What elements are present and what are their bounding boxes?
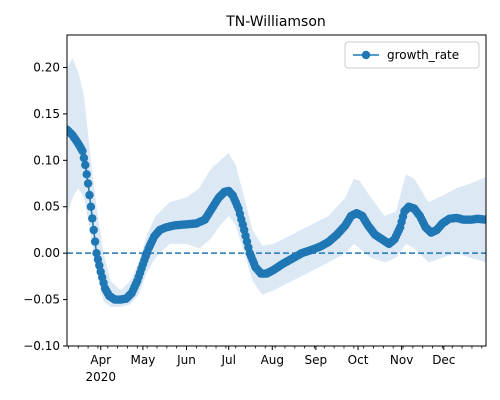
confidence-band [67, 58, 486, 308]
legend-marker-swatch [361, 50, 371, 60]
y-tick-label: 0.15 [33, 107, 60, 121]
legend: growth_rate [344, 41, 480, 69]
growth-rate-point [86, 202, 96, 211]
x-tick-label: May [131, 353, 156, 367]
x-tick-label: Jun [176, 353, 196, 367]
x-tick-label: Aug [261, 353, 284, 367]
growth-rate-point [81, 160, 90, 170]
y-tick-label: 0.20 [33, 60, 60, 74]
growth-rate-point [90, 237, 100, 246]
x-tick-year-label: 2020 [85, 370, 116, 384]
y-tick-label: 0.10 [33, 153, 60, 167]
x-tick-label: Oct [348, 353, 369, 367]
growth-rate-point [481, 215, 486, 224]
x-tick-label: Nov [390, 353, 413, 367]
axes: −0.10 −0.05 0.00 0.05 0.10 0.15 0.20 Apr 2020 May… [23, 34, 487, 384]
x-tick-label: Dec [432, 353, 455, 367]
axes-frame [66, 34, 487, 347]
plot-area [67, 58, 486, 308]
y-tick-label: 0.05 [33, 200, 60, 214]
growth-rate-point [83, 179, 93, 188]
legend-box [344, 41, 480, 69]
y-tick-label: −0.10 [23, 339, 60, 353]
growth-rate-point [85, 190, 94, 200]
y-tick-label: 0.00 [33, 246, 60, 260]
growth-rate-point [79, 153, 89, 163]
growth-rate-point [88, 214, 97, 223]
growth-rate-point [82, 170, 91, 179]
legend-label: growth_rate [387, 48, 459, 62]
growth-rate-point [89, 225, 98, 235]
plot-inner [67, 58, 486, 308]
x-tick-label: Jul [220, 353, 235, 367]
x-tick-label: Apr [90, 353, 111, 367]
chart-title: TN-Williamson [225, 14, 326, 30]
y-tick-label: −0.05 [23, 293, 60, 307]
x-tick-label: Sep [305, 353, 328, 367]
growth-rate-point [78, 146, 87, 156]
